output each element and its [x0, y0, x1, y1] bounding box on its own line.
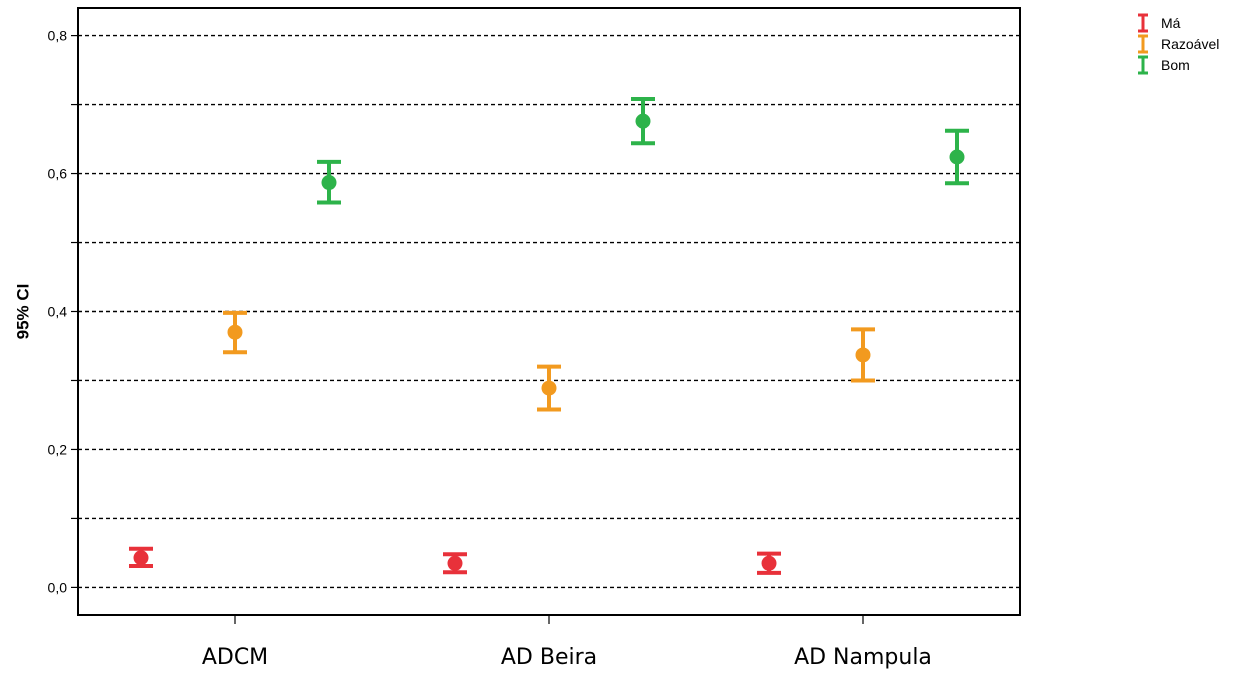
legend-item: Bom — [1138, 55, 1190, 75]
grid-lines — [78, 34, 1020, 589]
legend-label: Razoável — [1161, 36, 1219, 52]
mean-point — [949, 149, 965, 165]
y-axis-label: 95% CI — [13, 284, 32, 340]
legend-label: Má — [1161, 15, 1181, 31]
x-category-label: AD Beira — [501, 645, 597, 670]
mean-point — [227, 324, 243, 340]
error-bar-group — [631, 97, 655, 146]
mean-point — [133, 550, 149, 566]
y-tick-label: 0,2 — [48, 441, 68, 457]
mean-point — [541, 380, 557, 396]
y-tick-label: 0,8 — [48, 28, 68, 44]
y-tick-label: 0,6 — [48, 166, 68, 182]
y-axis: 0,0 0,2 0,4 0,6 0,8 — [48, 28, 78, 595]
legend: Má Razoável Bom — [1138, 13, 1219, 75]
y-tick-label: 0,4 — [48, 304, 68, 320]
error-bar-group — [223, 310, 247, 355]
legend-label: Bom — [1161, 57, 1190, 73]
mean-point — [447, 555, 463, 571]
error-bar-group — [317, 159, 341, 205]
mean-point — [761, 555, 777, 571]
y-tick-label: 0,0 — [48, 579, 68, 595]
x-axis: ADCM AD Beira AD Nampula — [202, 615, 932, 670]
x-category-label: AD Nampula — [794, 645, 932, 670]
error-bar-group — [757, 551, 781, 575]
legend-item: Má — [1138, 13, 1181, 33]
error-bar-group — [129, 546, 153, 569]
mean-point — [321, 175, 337, 191]
x-category-label: ADCM — [202, 645, 268, 670]
data-series — [129, 97, 969, 575]
error-bar-group — [537, 364, 561, 412]
mean-point — [635, 113, 651, 129]
error-bar-group — [945, 128, 969, 186]
error-bar-group — [443, 552, 467, 575]
error-bar-group — [851, 327, 875, 383]
legend-item: Razoável — [1138, 34, 1219, 54]
mean-point — [855, 347, 871, 363]
